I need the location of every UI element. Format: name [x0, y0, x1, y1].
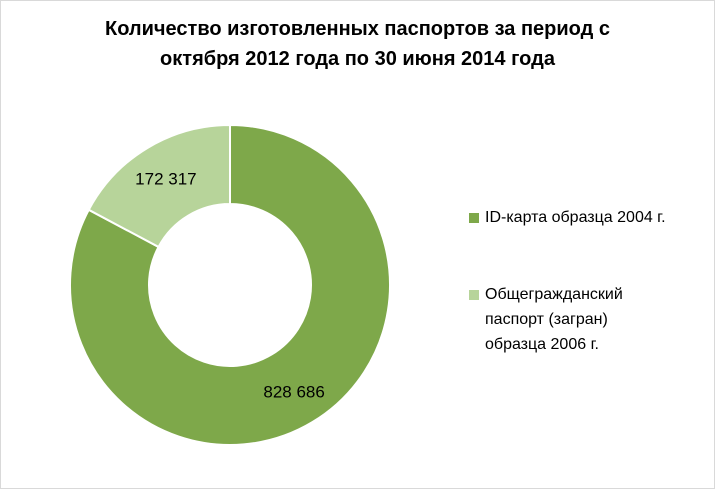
legend-label-foreign-passport-line-2: паспорт (загран) — [485, 311, 608, 328]
data-label-id-card: 828 686 — [263, 383, 324, 402]
chart-title: Количество изготовленных паспортов за пе… — [40, 14, 675, 74]
legend-label-foreign-passport-line-3: образца 2006 г. — [485, 336, 599, 353]
legend-item-foreign-passport: Общегражданский паспорт (загран) образца… — [469, 282, 709, 357]
legend-label-foreign-passport-line-1: Общегражданский — [485, 286, 623, 303]
donut-data-labels: 828 686 172 317 — [135, 169, 325, 401]
donut-slice-foreign-passport — [87, 123, 231, 249]
donut-slices — [69, 123, 391, 446]
legend-swatch-foreign-passport — [469, 290, 479, 300]
data-label-foreign-passport: 172 317 — [135, 169, 196, 188]
legend-item-id-card: ID-карта образца 2004 г. — [469, 205, 709, 230]
legend-label-id-card: ID-карта образца 2004 г. — [485, 205, 685, 230]
legend: ID-карта образца 2004 г. Общегражданский… — [469, 205, 709, 357]
legend-label-foreign-passport: Общегражданский паспорт (загран) образца… — [485, 282, 685, 357]
legend-swatch-id-card — [469, 213, 479, 223]
chart-title-line-2: октября 2012 года по 30 июня 2014 года — [160, 48, 555, 70]
donut-slice-id-card — [69, 123, 391, 446]
legend-label-id-card-line-1: ID-карта образца 2004 г. — [485, 209, 666, 226]
chart-title-line-1: Количество изготовленных паспортов за пе… — [105, 18, 610, 40]
